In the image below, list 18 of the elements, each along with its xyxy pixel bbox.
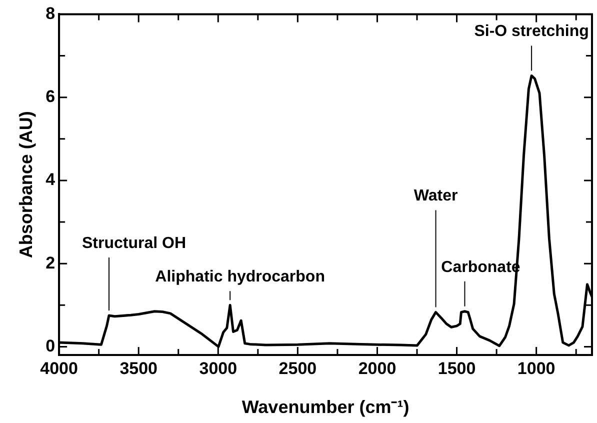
annotation: Si-O stretching [474, 23, 589, 40]
x-tick-label: 3500 [120, 358, 158, 378]
x-tick-label: 2500 [278, 358, 317, 378]
y-tick-label: 8 [46, 4, 56, 23]
annotation: Aliphatic hydrocarbon [155, 268, 325, 286]
annotation: Water [414, 188, 458, 205]
x-tick-label: 3000 [199, 358, 238, 378]
y-axis-title: Absorbance (AU) [16, 111, 36, 258]
x-tick-label: 2000 [358, 358, 396, 378]
x-tick-label: 1000 [517, 358, 556, 378]
x-axis-title: Wavenumber (cm⁻¹) [242, 397, 410, 418]
annotation: Structural OH [82, 234, 186, 252]
y-tick-label: 6 [46, 87, 56, 106]
y-tick-label: 4 [46, 170, 56, 190]
x-tick-label: 4000 [40, 358, 78, 378]
y-tick-label: 0 [46, 336, 56, 356]
x-tick-label: 1500 [438, 358, 476, 378]
y-tick-label: 2 [46, 253, 56, 272]
